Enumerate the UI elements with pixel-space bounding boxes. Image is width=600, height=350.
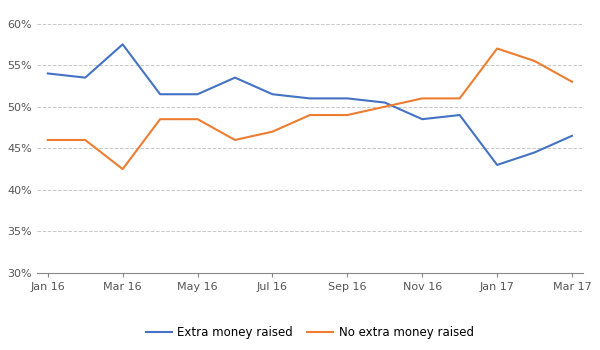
Extra money raised bbox=[344, 96, 351, 100]
Extra money raised bbox=[381, 100, 388, 105]
No extra money raised bbox=[568, 80, 575, 84]
No extra money raised bbox=[494, 47, 501, 51]
No extra money raised bbox=[157, 117, 164, 121]
No extra money raised bbox=[119, 167, 126, 171]
No extra money raised bbox=[381, 105, 388, 109]
Extra money raised bbox=[119, 42, 126, 47]
Extra money raised bbox=[306, 96, 313, 100]
Extra money raised bbox=[82, 76, 89, 80]
No extra money raised bbox=[194, 117, 201, 121]
Extra money raised bbox=[494, 163, 501, 167]
No extra money raised bbox=[269, 130, 276, 134]
Extra money raised bbox=[44, 71, 52, 76]
No extra money raised bbox=[344, 113, 351, 117]
Extra money raised bbox=[157, 92, 164, 96]
No extra money raised bbox=[44, 138, 52, 142]
Legend: Extra money raised, No extra money raised: Extra money raised, No extra money raise… bbox=[141, 321, 479, 344]
Line: No extra money raised: No extra money raised bbox=[48, 49, 572, 169]
Extra money raised bbox=[194, 92, 201, 96]
No extra money raised bbox=[306, 113, 313, 117]
Extra money raised bbox=[269, 92, 276, 96]
Line: Extra money raised: Extra money raised bbox=[48, 44, 572, 165]
Extra money raised bbox=[568, 134, 575, 138]
Extra money raised bbox=[531, 150, 538, 155]
No extra money raised bbox=[232, 138, 239, 142]
No extra money raised bbox=[531, 59, 538, 63]
No extra money raised bbox=[419, 96, 426, 100]
Extra money raised bbox=[456, 113, 463, 117]
Extra money raised bbox=[419, 117, 426, 121]
No extra money raised bbox=[456, 96, 463, 100]
No extra money raised bbox=[82, 138, 89, 142]
Extra money raised bbox=[232, 76, 239, 80]
